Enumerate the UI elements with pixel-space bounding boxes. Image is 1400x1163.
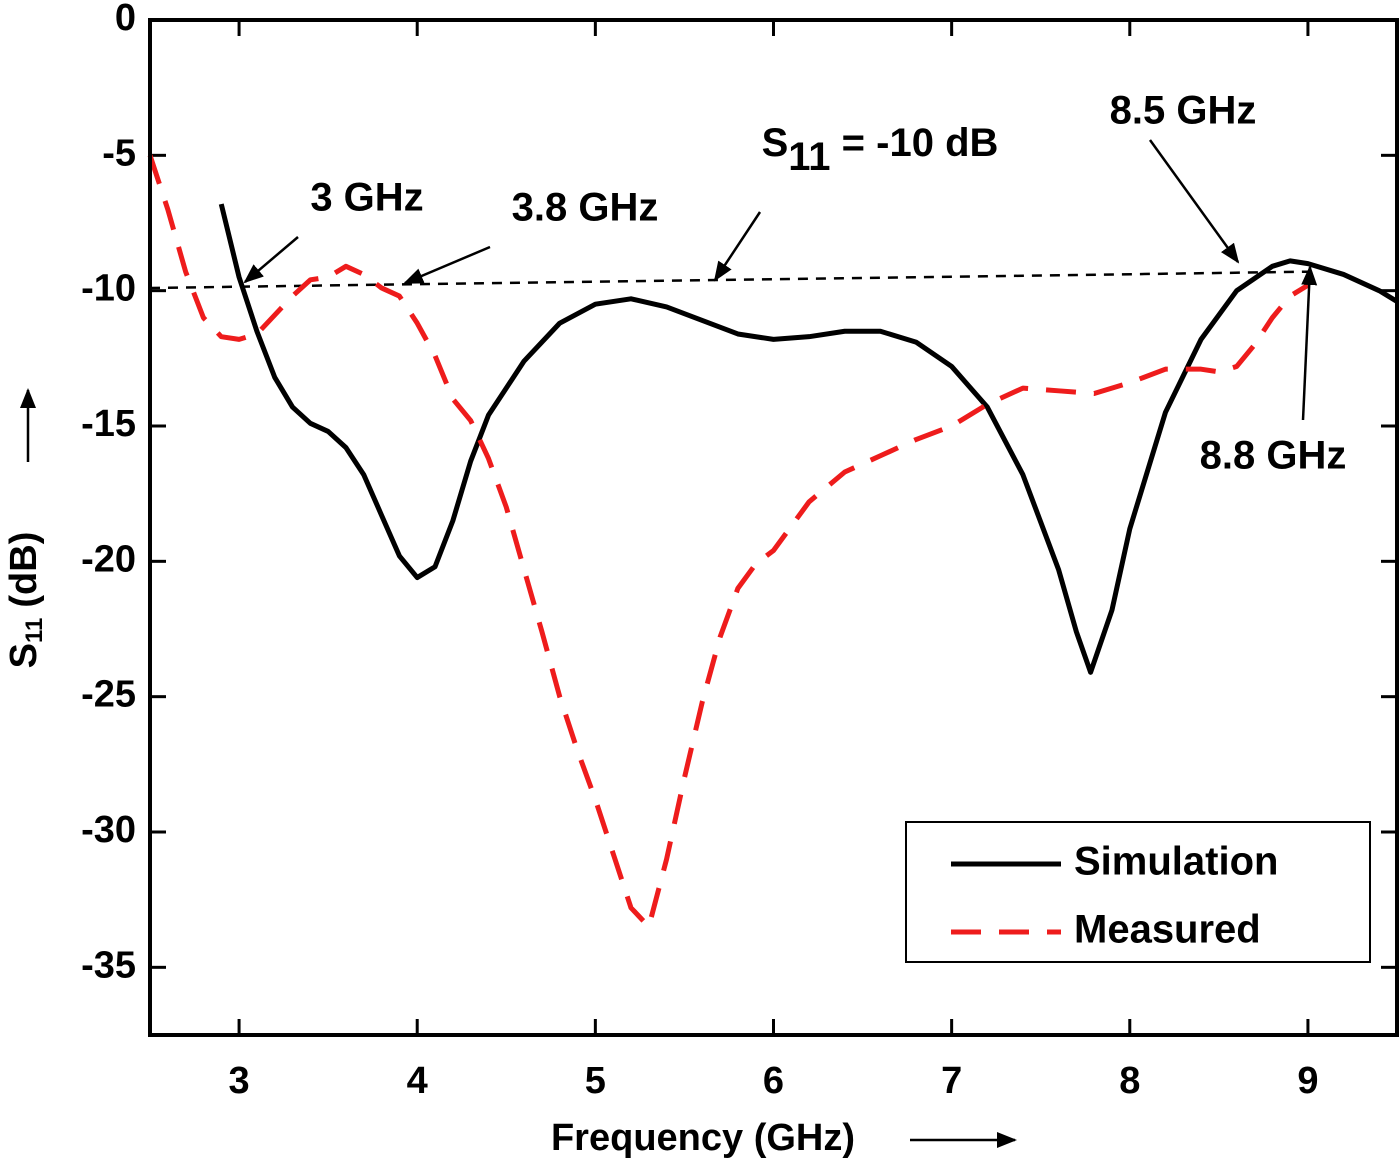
y-axis-label: S11 (dB) [3,532,48,669]
annotation-arrow [713,211,762,282]
annotation-arrow [403,245,491,285]
annotation-arrow [243,236,299,284]
x-tick-label: 5 [585,1060,606,1102]
annotation-main: S [762,121,789,165]
data-line [147,154,1310,930]
annotation-sub: 11 [788,135,830,179]
annotation-rest: = -10 dB [831,121,999,165]
y-axis-label-main: S [3,643,45,668]
reference-line [149,270,1308,290]
annotation-arrow [1301,265,1318,421]
plot-frame [148,18,1399,1037]
y-tick-label: -20 [81,538,136,580]
x-axis-label: Frequency (GHz) [551,1117,855,1159]
y-tick-label: -10 [81,268,136,310]
annotation: 3.8 GHz [512,186,659,230]
annotation: 8.8 GHz [1200,434,1347,478]
y-tick-label: 0 [115,0,136,39]
y-tick-label: -15 [81,403,136,445]
legend-box [905,821,1371,963]
x-tick-label: 8 [1119,1060,1140,1102]
x-tick-label: 9 [1297,1060,1318,1102]
y-axis-label-unit: (dB) [3,532,45,608]
y-tick-label: -5 [102,132,136,174]
legend-label: Simulation [1074,840,1278,884]
x-tick-label: 3 [229,1060,250,1102]
annotation-arrow [1148,139,1240,264]
y-tick-label: -35 [81,944,136,986]
annotation: 8.5 GHz [1110,89,1257,133]
annotation: 3 GHz [310,176,423,220]
legend-label: Measured [1074,908,1261,952]
x-tick-label: 6 [763,1060,784,1102]
annotation: S11 = -10 dB [762,121,999,179]
y-tick-label: -25 [81,674,136,716]
y-tick-label: -30 [81,809,136,851]
y-axis-label-sub: 11 [21,618,48,643]
x-tick-label: 7 [941,1060,962,1102]
x-tick-label: 4 [407,1060,428,1102]
data-line [218,203,1399,675]
